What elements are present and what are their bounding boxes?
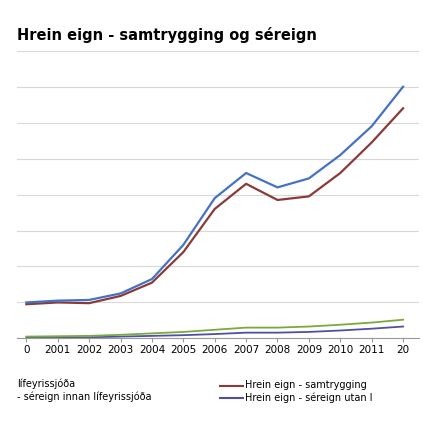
Text: Hrein eign - samtrygging og séreign: Hrein eign - samtrygging og séreign <box>17 27 317 43</box>
Text: - séreign innan lífeyrissjóða: - séreign innan lífeyrissjóða <box>17 391 151 402</box>
Text: lífeyrissjóða: lífeyrissjóða <box>17 379 75 389</box>
Text: Hrein eign - samtrygging: Hrein eign - samtrygging <box>245 380 367 390</box>
Text: Hrein eign - séreign utan l: Hrein eign - séreign utan l <box>245 393 373 403</box>
